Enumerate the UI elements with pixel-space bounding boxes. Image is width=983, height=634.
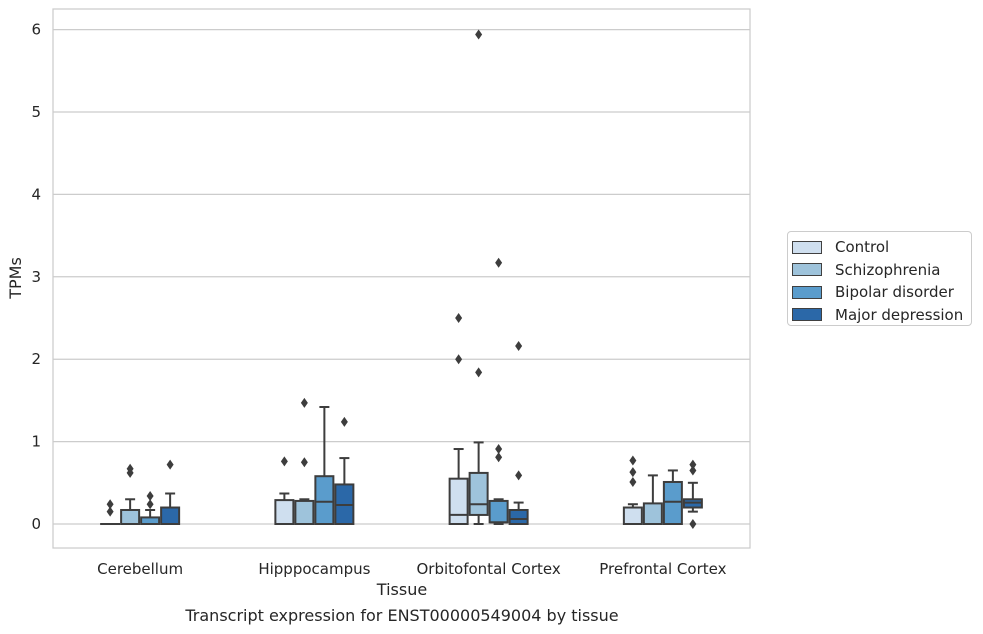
legend-swatch-major-depression xyxy=(792,308,822,322)
box-schizophrenia xyxy=(294,499,315,526)
outlier-point xyxy=(689,519,697,529)
outlier-point xyxy=(455,313,463,323)
legend: Control Schizophrenia Bipolar disorder M… xyxy=(787,231,972,326)
box-schizophrenia xyxy=(642,502,663,525)
box-schizophrenia xyxy=(468,471,489,516)
box-schizophrenia xyxy=(120,508,141,526)
outlier-point xyxy=(166,459,174,470)
outlier-point xyxy=(340,416,348,427)
outlier-point xyxy=(515,341,523,352)
x-tick-label: Orbitofontal Cortex xyxy=(417,560,561,578)
box-control xyxy=(274,499,295,526)
outlier-point xyxy=(629,476,637,487)
outlier-point xyxy=(106,499,114,510)
outlier-point xyxy=(106,506,114,517)
legend-item-control: Control xyxy=(792,236,971,259)
box-bipolar-disorder xyxy=(488,499,509,524)
x-axis-title: Tissue xyxy=(376,580,427,599)
box-control xyxy=(622,506,643,525)
outlier-point xyxy=(475,29,483,40)
box-bipolar-disorder xyxy=(662,480,683,526)
legend-swatch-schizophrenia xyxy=(792,263,822,277)
legend-label-control: Control xyxy=(835,238,890,257)
grid-layer xyxy=(53,28,750,525)
outlier-point xyxy=(126,463,134,474)
y-tick-label: 2 xyxy=(31,350,41,368)
outlier-point xyxy=(300,457,308,468)
legend-item-bipolar: Bipolar disorder xyxy=(792,281,971,304)
x-tick-label: Cerebellum xyxy=(97,560,183,578)
outlier-point xyxy=(146,499,154,510)
y-tick-label: 6 xyxy=(31,21,41,39)
legend-swatch-bipolar xyxy=(792,285,822,299)
x-tick-label: Hipppocampus xyxy=(258,560,370,578)
y-axis-title: TPMs xyxy=(6,257,25,300)
outlier-point xyxy=(495,257,503,268)
box-control xyxy=(448,477,469,525)
outlier-point xyxy=(515,470,523,481)
outlier-point xyxy=(495,452,503,463)
outlier-point xyxy=(495,444,503,455)
chart-caption: Transcript expression for ENST0000054900… xyxy=(185,606,619,625)
outlier-point xyxy=(689,459,697,470)
y-tick-label: 3 xyxy=(31,268,41,286)
y-tick-label: 5 xyxy=(31,103,41,121)
legend-label-major-depression: Major depression xyxy=(835,305,964,324)
box-bipolar-disorder xyxy=(314,475,335,526)
box-major-depression xyxy=(508,508,529,526)
axis-layer: 0 1 2 3 4 5 6 Cerebellum Hipppocampus Orbitofonta… xyxy=(31,21,726,578)
x-tick-label: Prefrontal Cortex xyxy=(599,560,726,578)
y-tick-label: 1 xyxy=(31,433,41,451)
outlier-point xyxy=(689,465,697,476)
outlier-point xyxy=(629,467,637,478)
y-tick-label: 4 xyxy=(31,185,41,203)
outlier-point xyxy=(300,397,308,408)
outlier-point xyxy=(455,354,463,365)
legend-item-schizophrenia: Schizophrenia xyxy=(792,259,971,282)
y-tick-label: 0 xyxy=(31,515,41,533)
legend-label-bipolar: Bipolar disorder xyxy=(835,283,954,302)
outlier-point xyxy=(146,490,154,501)
plot-frame xyxy=(52,8,751,549)
legend-label-schizophrenia: Schizophrenia xyxy=(835,260,941,279)
box-layer xyxy=(100,29,703,529)
outlier-point xyxy=(280,456,288,467)
box-major-depression xyxy=(160,506,181,525)
outlier-point xyxy=(629,455,637,466)
legend-swatch-control xyxy=(792,240,822,254)
outlier-point xyxy=(475,367,483,378)
legend-item-major-depression: Major depression xyxy=(792,304,971,327)
